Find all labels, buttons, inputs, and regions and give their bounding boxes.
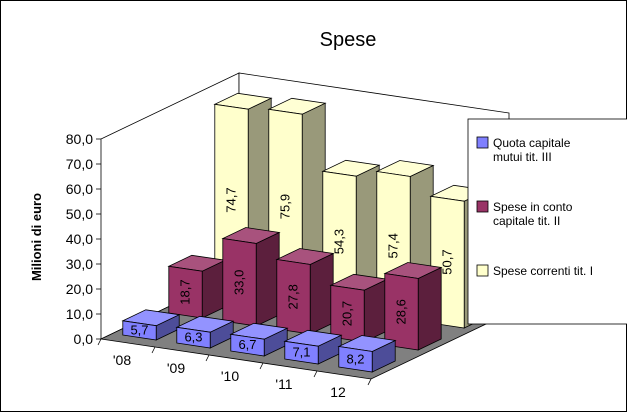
bar-front bbox=[276, 259, 311, 335]
x-tick bbox=[313, 370, 318, 378]
data-label: 5,7 bbox=[130, 322, 148, 337]
legend-label: Spese correnti tit. I bbox=[493, 264, 593, 278]
bars: 74,7 75,9 54,3 57,4 50,7 18,7 33,0 27,8 20,7 28,6… bbox=[121, 92, 489, 373]
y-tick-label: 10,0 bbox=[66, 306, 93, 322]
legend-box bbox=[467, 118, 627, 325]
bar: 27,8 bbox=[275, 248, 335, 335]
bar-front bbox=[176, 326, 211, 349]
data-label: 20,7 bbox=[340, 301, 355, 326]
data-label: 50,7 bbox=[440, 249, 455, 274]
bar: 7,1 bbox=[283, 329, 343, 365]
bar-side bbox=[417, 266, 442, 351]
bar: 8,2 bbox=[337, 335, 397, 373]
y-axis: 0,0 10,0 20,0 30,0 40,0 50,0 60,0 70,0 80,0 bbox=[66, 131, 101, 347]
y-tick-label: 80,0 bbox=[66, 131, 93, 147]
bar: 28,6 bbox=[383, 262, 443, 351]
x-tick bbox=[97, 338, 102, 346]
data-label: 6,3 bbox=[184, 330, 202, 345]
bar: 6,7 bbox=[229, 322, 289, 357]
bar-side bbox=[309, 252, 334, 335]
x-tick-label: '11 bbox=[275, 376, 292, 392]
data-label: 6,7 bbox=[238, 337, 256, 352]
data-label: 33,0 bbox=[232, 270, 247, 295]
legend-label: Spese in conto bbox=[493, 200, 573, 214]
data-label: 75,9 bbox=[278, 194, 293, 219]
x-tick-label: '09 bbox=[167, 360, 185, 376]
bar-front bbox=[230, 333, 265, 357]
bar-front bbox=[384, 273, 419, 351]
x-tick bbox=[259, 362, 264, 370]
data-label: 8,2 bbox=[346, 351, 364, 366]
y-tick-label: 60,0 bbox=[66, 181, 93, 197]
y-axis-title: Milioni di euro bbox=[29, 193, 44, 281]
bar-side bbox=[255, 231, 280, 327]
y-tick-label: 40,0 bbox=[66, 231, 93, 247]
data-label: 28,6 bbox=[394, 299, 409, 324]
y-tick-label: 20,0 bbox=[66, 281, 93, 297]
y-tick-label: 70,0 bbox=[66, 156, 93, 172]
data-label: 74,7 bbox=[224, 187, 239, 212]
legend-swatch bbox=[476, 200, 489, 213]
bar-front bbox=[168, 265, 203, 319]
bar: 33,0 bbox=[221, 227, 281, 327]
bar-front bbox=[338, 346, 373, 373]
x-tick bbox=[205, 354, 210, 362]
y-tick-label: 50,0 bbox=[66, 206, 93, 222]
bar: 5,7 bbox=[121, 309, 181, 341]
bar-front bbox=[284, 340, 319, 365]
chart-title: Spese bbox=[320, 29, 377, 51]
bar: 20,7 bbox=[329, 273, 389, 343]
bar: 6,3 bbox=[175, 315, 235, 349]
bar-front bbox=[122, 320, 157, 341]
legend-label: Quota capitale bbox=[493, 136, 571, 150]
legend-label: capitale tit. II bbox=[493, 214, 560, 228]
data-label: 7,1 bbox=[292, 345, 310, 360]
bar-front bbox=[222, 238, 257, 327]
data-label: 18,7 bbox=[178, 279, 193, 304]
x-tick bbox=[151, 346, 156, 354]
x-tick bbox=[367, 378, 372, 386]
x-tick-label: 12 bbox=[330, 384, 346, 400]
y-tick-label: 30,0 bbox=[66, 256, 93, 272]
legend-entry: Spese correnti tit. I bbox=[476, 264, 593, 278]
x-axis: '08 '09 '10 '11 12 bbox=[97, 338, 372, 400]
legend-label: mutui tit. III bbox=[493, 150, 552, 164]
bar: 18,7 bbox=[167, 254, 227, 319]
x-tick-label: '10 bbox=[221, 368, 239, 384]
y-tick-label: 0,0 bbox=[74, 331, 94, 347]
data-label: 27,8 bbox=[286, 284, 301, 309]
data-label: 57,4 bbox=[386, 233, 401, 258]
legend-swatch bbox=[476, 264, 489, 277]
data-label: 54,3 bbox=[332, 229, 347, 254]
legend-swatch bbox=[476, 136, 489, 149]
x-tick-label: '08 bbox=[113, 352, 131, 368]
